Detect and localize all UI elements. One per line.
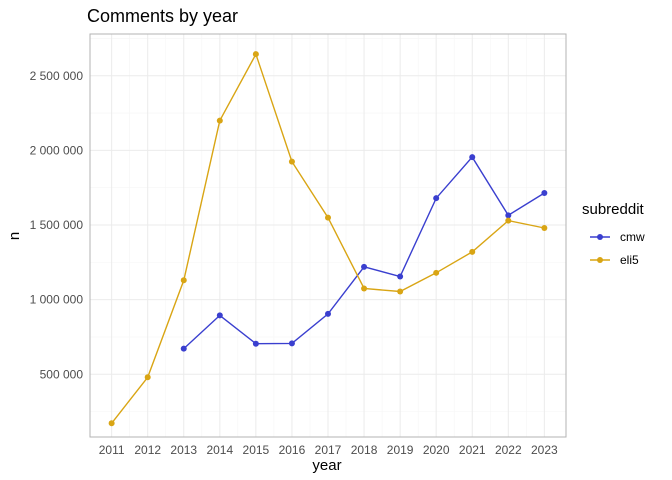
x-tick-label: 2012 xyxy=(134,443,161,457)
data-point-cmw xyxy=(397,273,404,280)
data-point-cmw xyxy=(541,189,548,196)
x-tick-label: 2015 xyxy=(243,443,270,457)
data-point-cmw xyxy=(252,340,259,347)
data-point-cmw xyxy=(216,312,223,319)
y-tick-label: 500 000 xyxy=(40,367,84,381)
data-point-eli5 xyxy=(433,269,440,276)
legend-items: cmw eli5 xyxy=(590,230,645,267)
data-point-cmw xyxy=(325,310,331,317)
legend: subreddit cmw eli5 xyxy=(582,201,645,267)
data-point-eli5 xyxy=(216,117,223,124)
y-tick-label: 2 000 000 xyxy=(30,143,84,157)
x-axis-title: year xyxy=(312,457,341,474)
legend-key-point xyxy=(597,257,603,263)
y-tick-label: 1 500 000 xyxy=(30,218,84,232)
data-point-eli5 xyxy=(325,214,331,221)
data-point-cmw xyxy=(505,212,512,219)
data-point-eli5 xyxy=(541,225,548,232)
legend-label: eli5 xyxy=(620,253,639,267)
x-tick-label: 2016 xyxy=(279,443,306,457)
data-point-eli5 xyxy=(505,217,512,224)
data-point-eli5 xyxy=(252,51,259,58)
plot-border xyxy=(89,33,567,438)
data-point-eli5 xyxy=(288,158,295,165)
series-layer xyxy=(108,51,548,427)
data-point-cmw xyxy=(433,195,440,202)
legend-label: cmw xyxy=(620,230,645,244)
y-axis-ticks: 500 000 1 000 000 1 500 000 2 000 000 2 500 … xyxy=(30,69,84,382)
data-point-eli5 xyxy=(361,285,368,292)
chart-title: Comments by year xyxy=(87,6,238,26)
y-tick-label: 1 000 000 xyxy=(30,293,84,307)
x-axis-ticks: 2011 2012 2013 2014 2015 2016 2017 2018 2019 2020… xyxy=(99,443,558,457)
x-tick-label: 2021 xyxy=(459,443,486,457)
x-tick-label: 2017 xyxy=(315,443,342,457)
data-point-eli5 xyxy=(469,248,476,255)
x-tick-label: 2014 xyxy=(206,443,233,457)
major-gridlines xyxy=(90,34,566,437)
data-point-eli5 xyxy=(108,420,115,427)
legend-title: subreddit xyxy=(582,201,645,218)
x-tick-label: 2020 xyxy=(423,443,450,457)
data-point-cmw xyxy=(288,340,295,347)
x-tick-label: 2022 xyxy=(495,443,522,457)
legend-key-point xyxy=(597,234,603,240)
x-tick-label: 2023 xyxy=(531,443,558,457)
data-point-cmw xyxy=(361,263,368,270)
x-tick-label: 2019 xyxy=(387,443,414,457)
data-point-cmw xyxy=(180,345,187,352)
y-tick-label: 2 500 000 xyxy=(30,69,84,83)
data-point-eli5 xyxy=(180,277,187,284)
data-point-cmw xyxy=(469,154,476,161)
data-point-eli5 xyxy=(144,374,151,381)
x-tick-label: 2011 xyxy=(99,443,125,457)
x-tick-label: 2013 xyxy=(170,443,197,457)
x-tick-label: 2018 xyxy=(351,443,378,457)
y-axis-title: n xyxy=(6,232,23,240)
data-point-eli5 xyxy=(397,288,404,295)
